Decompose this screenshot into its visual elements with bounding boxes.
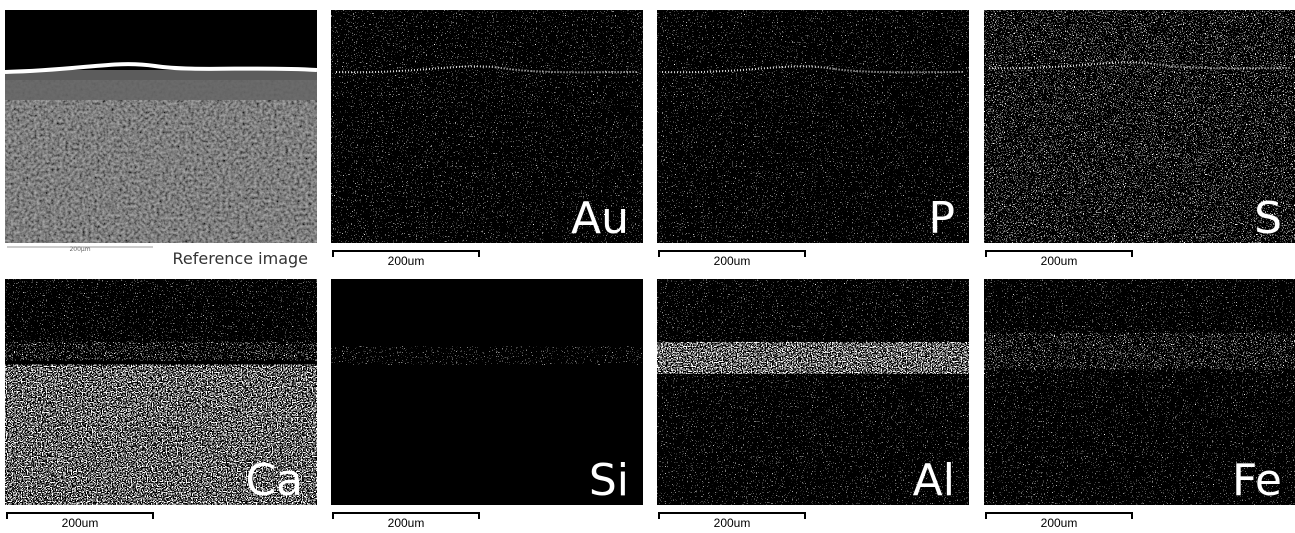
scale-label: 200µm [69, 246, 90, 253]
micrograph [984, 10, 1295, 243]
element-signal [331, 10, 643, 243]
coating-layer [5, 70, 317, 100]
element-label: Al [913, 455, 955, 506]
substrate [5, 80, 317, 243]
scale-bar [658, 250, 806, 257]
scale-bar [332, 250, 480, 257]
scale-label: 200um [1041, 254, 1078, 268]
panel: Ca 200um [5, 279, 317, 530]
panel: Au 200um [331, 10, 643, 268]
element-signal [657, 279, 969, 343]
scale-label: 200um [1041, 516, 1078, 530]
element-signal [5, 342, 317, 361]
element-signal [657, 373, 969, 505]
panel: S 200um [984, 10, 1295, 268]
element-signal [657, 342, 969, 374]
element-signal [5, 279, 317, 343]
micrograph [5, 279, 317, 505]
image-background [331, 279, 643, 505]
micrograph [657, 10, 969, 243]
element-label: Si [589, 455, 629, 506]
scale-bar [332, 512, 480, 519]
caption: Reference image [173, 249, 309, 268]
element-signal [657, 10, 969, 243]
panel: Si 200um [331, 279, 643, 530]
element-label: S [1254, 193, 1282, 244]
element-label: Fe [1232, 455, 1282, 506]
element-label: Ca [245, 455, 303, 506]
element-signal [331, 346, 643, 365]
element-label: Au [571, 193, 629, 244]
surface-signal [988, 61, 1292, 70]
surface-signal [335, 65, 639, 74]
scale-bar [6, 512, 154, 519]
micrograph [657, 279, 969, 505]
scale-label: 200um [714, 516, 751, 530]
micrograph [331, 279, 643, 505]
scale-label: 200um [388, 254, 425, 268]
panel: P 200um [657, 10, 969, 268]
element-signal [984, 279, 1295, 334]
element-signal [984, 369, 1295, 505]
scale-label: 200um [62, 516, 99, 530]
element-label: P [928, 193, 955, 244]
surface-line [5, 62, 317, 74]
panel: Al 200um [657, 279, 969, 530]
scale-bar [658, 512, 806, 519]
scale-label: 200um [388, 516, 425, 530]
element-signal [984, 10, 1295, 243]
micrograph [5, 10, 317, 243]
micrograph [331, 10, 643, 243]
panel: Fe 200um [984, 279, 1295, 530]
scale-label: 200um [714, 254, 751, 268]
scale-bar [985, 250, 1133, 257]
panel: 200µm Reference image [5, 10, 317, 268]
surface-signal [661, 65, 965, 74]
element-signal [984, 333, 1295, 370]
scale-bar [985, 512, 1133, 519]
micrograph [984, 279, 1295, 505]
element-signal [5, 364, 317, 505]
